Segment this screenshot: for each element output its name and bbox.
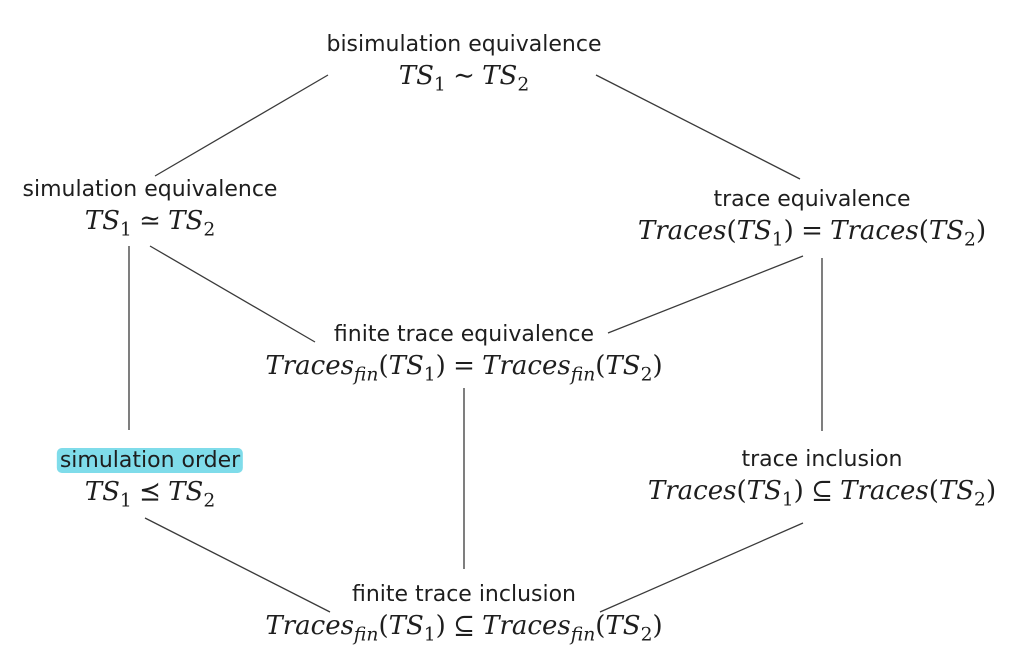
formula-rhs-argument: TS: [928, 216, 965, 246]
node-formula: TS1 ≃ TS2: [23, 204, 278, 248]
node-trace-equivalence: trace equivalence Traces(TS1) = Traces(TS2…: [638, 186, 986, 258]
formula-lhs-function: Traces: [265, 611, 354, 641]
edge-simulation-order-to-finite-trace-inclusion: [144, 517, 331, 613]
formula-lhs-subscript: 1: [119, 219, 132, 241]
edge-trace-equivalence-to-finite-trace-equivalence: [607, 255, 804, 334]
formula-paren: (: [378, 351, 389, 381]
formula-paren: ): [435, 351, 446, 381]
formula-rhs-function-subscript: fin: [570, 364, 596, 386]
formula-rhs: TS: [482, 61, 518, 91]
formula-lhs-subscript: 1: [423, 364, 436, 386]
node-finite-trace-equivalence: finite trace equivalence Tracesfin(TS1) =…: [265, 321, 662, 393]
formula-paren: ): [975, 216, 987, 246]
formula-rhs: TS: [168, 206, 204, 236]
node-label: trace equivalence: [713, 187, 911, 212]
node-label: bisimulation equivalence: [326, 32, 602, 57]
formula-lhs-argument: TS: [746, 476, 782, 506]
formula-relation: ∼: [453, 61, 475, 91]
formula-relation: =: [453, 351, 475, 381]
formula-paren: (: [378, 611, 389, 641]
formula-rhs-function: Traces: [482, 351, 571, 381]
formula-lhs: TS: [84, 477, 120, 507]
formula-paren: ): [793, 476, 804, 506]
node-simulation-order: simulation order TS1 ⪯ TS2: [56, 447, 244, 519]
formula-rhs-function-subscript: fin: [570, 624, 596, 646]
formula-paren: ): [985, 476, 997, 506]
formula-rhs-function: Traces: [840, 476, 929, 506]
edge-trace-inclusion-to-finite-trace-inclusion: [599, 522, 804, 613]
node-bisimulation-equivalence: bisimulation equivalence TS1 ∼ TS2: [326, 31, 601, 103]
node-formula: TS1 ⪯ TS2: [57, 475, 243, 519]
formula-lhs-subscript: 1: [771, 229, 784, 251]
formula-paren: ): [435, 611, 446, 641]
formula-rhs-subscript: 2: [974, 489, 986, 511]
formula-lhs-function-subscript: fin: [353, 364, 379, 386]
node-label: finite trace equivalence: [333, 322, 595, 347]
formula-lhs-argument: TS: [388, 351, 424, 381]
node-simulation-equivalence: simulation equivalence TS1 ≃ TS2: [23, 176, 278, 248]
formula-relation: ⊆: [811, 476, 833, 506]
formula-lhs-function: Traces: [637, 216, 727, 246]
formula-relation: =: [801, 216, 823, 246]
formula-paren: (: [736, 476, 747, 506]
formula-rhs-subscript: 2: [640, 624, 653, 646]
formula-rhs: TS: [168, 477, 204, 507]
formula-lhs: TS: [84, 206, 120, 236]
formula-paren: (: [595, 611, 606, 641]
formula-rhs-argument: TS: [938, 476, 975, 506]
formula-lhs-argument: TS: [388, 611, 424, 641]
formula-lhs-subscript: 1: [119, 490, 132, 512]
formula-paren: ): [652, 351, 663, 381]
formula-lhs: TS: [398, 61, 434, 91]
formula-rhs-subscript: 2: [640, 364, 653, 386]
formula-lhs-subscript: 1: [781, 489, 794, 511]
formula-rhs-subscript: 2: [517, 74, 530, 96]
formula-rhs-subscript: 2: [964, 229, 976, 251]
formula-paren: (: [726, 216, 737, 246]
edge-bisimulation-to-simulation-equivalence: [154, 74, 329, 177]
formula-relation: ≃: [139, 206, 161, 236]
highlighted-label: simulation order: [56, 448, 244, 473]
formula-rhs-subscript: 2: [203, 219, 216, 241]
formula-lhs-function-subscript: fin: [353, 624, 379, 646]
node-label: finite trace inclusion: [351, 582, 577, 607]
node-label: trace inclusion: [741, 447, 903, 472]
formula-lhs-function: Traces: [647, 476, 737, 506]
node-formula: Tracesfin(TS1) = Tracesfin(TS2): [265, 349, 662, 393]
formula-relation: ⪯: [139, 477, 161, 507]
node-formula: Tracesfin(TS1) ⊆ Tracesfin(TS2): [265, 609, 662, 653]
formula-paren: ): [652, 611, 663, 641]
node-label: simulation equivalence: [22, 177, 278, 202]
node-formula: Traces(TS1) ⊆ Traces(TS2): [648, 474, 996, 518]
formula-rhs-function: Traces: [830, 216, 919, 246]
formula-lhs-subscript: 1: [423, 624, 436, 646]
node-finite-trace-inclusion: finite trace inclusion Tracesfin(TS1) ⊆ Tr…: [265, 581, 662, 653]
node-formula: Traces(TS1) = Traces(TS2): [638, 214, 986, 258]
node-label: simulation order: [56, 447, 244, 475]
formula-paren: (: [928, 476, 939, 506]
edge-simulation-equivalence-to-finite-trace-equivalence: [149, 245, 316, 343]
formula-rhs-argument: TS: [605, 351, 641, 381]
formula-paren: ): [783, 216, 794, 246]
formula-rhs-function: Traces: [482, 611, 571, 641]
node-trace-inclusion: trace inclusion Traces(TS1) ⊆ Traces(TS2): [648, 446, 996, 518]
formula-lhs-function: Traces: [265, 351, 354, 381]
edge-bisimulation-to-trace-equivalence: [595, 74, 801, 180]
formula-rhs-argument: TS: [605, 611, 641, 641]
node-formula: TS1 ∼ TS2: [326, 59, 601, 103]
formula-relation: ⊆: [453, 611, 475, 641]
formula-paren: (: [918, 216, 929, 246]
formula-paren: (: [595, 351, 606, 381]
formula-rhs-subscript: 2: [203, 490, 216, 512]
formula-lhs-argument: TS: [736, 216, 772, 246]
formula-lhs-subscript: 1: [433, 74, 446, 96]
